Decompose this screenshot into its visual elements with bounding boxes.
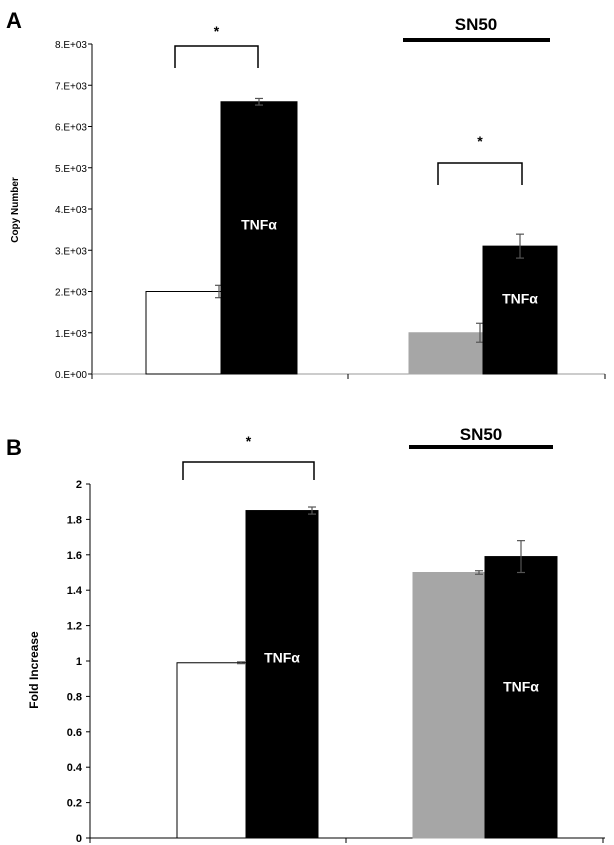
panel-b-y-tick-label: 1.6	[67, 550, 82, 562]
panel-b-y-tick-label: 0	[76, 833, 82, 845]
panel-b-error-bar-1	[237, 661, 245, 665]
panel-b-error-bar-2	[308, 506, 316, 515]
panel-a-bar-1	[145, 291, 223, 375]
panel-b-bar-4-label: TNFα	[503, 679, 539, 695]
panel-a-sn50-label: SN50	[455, 15, 498, 34]
panel-b-error-bar-4	[517, 540, 525, 574]
panel-b-sn50-label: SN50	[460, 425, 503, 444]
panel-a-y-tick-label: 7.E+03	[55, 81, 87, 92]
panel-b-y-tick-label: 1.4	[67, 585, 83, 597]
panel-a-ylabel: Copy Number	[10, 177, 21, 243]
panel-b-y-tick-label: 0.6	[67, 727, 82, 739]
panel-b-bar-3	[412, 572, 486, 839]
panel-b-y-tick-label: 0.8	[67, 691, 82, 703]
panel-a-sig-bracket-1	[174, 45, 259, 68]
panel-b-y-tick-label: 0.4	[67, 762, 83, 774]
panel-a-chart: 0.E+00 1.E+03 2.E+03 3.E+03 4.E+03 5.E+03 6.E+…	[55, 23, 606, 381]
panel-a-y-tick-label: 4.E+03	[55, 205, 87, 216]
panel-b-bar-4	[484, 556, 558, 839]
panel-a-error-bar-4	[516, 233, 524, 259]
panel-b-chart: 0 0.2 0.4 0.6 0.8 1 1.2 1.4 1.6 1.8 2 TNFα TNFα *	[67, 433, 605, 845]
panel-a-bar-4	[482, 245, 558, 375]
panel-a-sig-bracket-2	[437, 162, 523, 185]
panel-b-bar-1	[176, 662, 248, 839]
panel-a-y-tick-label: 6.E+03	[55, 123, 87, 134]
panel-b-bar-2-label: TNFα	[264, 650, 300, 666]
panel-b-y-tick-label: 2	[76, 479, 82, 491]
panel-a-error-bar-2	[255, 97, 263, 106]
panel-b-letter: B	[6, 435, 22, 460]
panel-a-sig-star-1: *	[214, 23, 220, 39]
panel-a-bar-2-label: TNFα	[241, 217, 277, 233]
panel-a-y-tick-label: 8.E+03	[55, 40, 87, 51]
panel-b-y-tick-label: 1.8	[67, 514, 82, 526]
panel-a-y-tick-label: 0.E+00	[55, 370, 87, 381]
panel-a-sig-star-2: *	[477, 133, 483, 149]
panel-a-letter: A	[6, 8, 22, 33]
panel-b-y-tick-label: 1	[76, 656, 82, 668]
panel-a-y-tick-label: 3.E+03	[55, 246, 87, 257]
panel-b-sig-star-1: *	[246, 433, 252, 449]
panel-b-bar-2	[245, 510, 319, 839]
panel-b-y-tick-label: 0.2	[67, 798, 82, 810]
panel-a-bar-4-label: TNFα	[502, 291, 538, 307]
panel-a-y-tick-label: 5.E+03	[55, 164, 87, 175]
panel-b-sig-bracket-1	[182, 461, 315, 480]
panel-a-y-tick-label: 1.E+03	[55, 329, 87, 340]
panel-b-ylabel: Fold Increase	[27, 631, 41, 709]
panel-b-error-bar-3	[475, 570, 483, 575]
panel-a-bar-3	[408, 332, 484, 375]
panel-a-bar-2	[220, 101, 298, 375]
panel-a-y-tick-label: 2.E+03	[55, 288, 87, 299]
panel-b-y-tick-label: 1.2	[67, 621, 82, 633]
